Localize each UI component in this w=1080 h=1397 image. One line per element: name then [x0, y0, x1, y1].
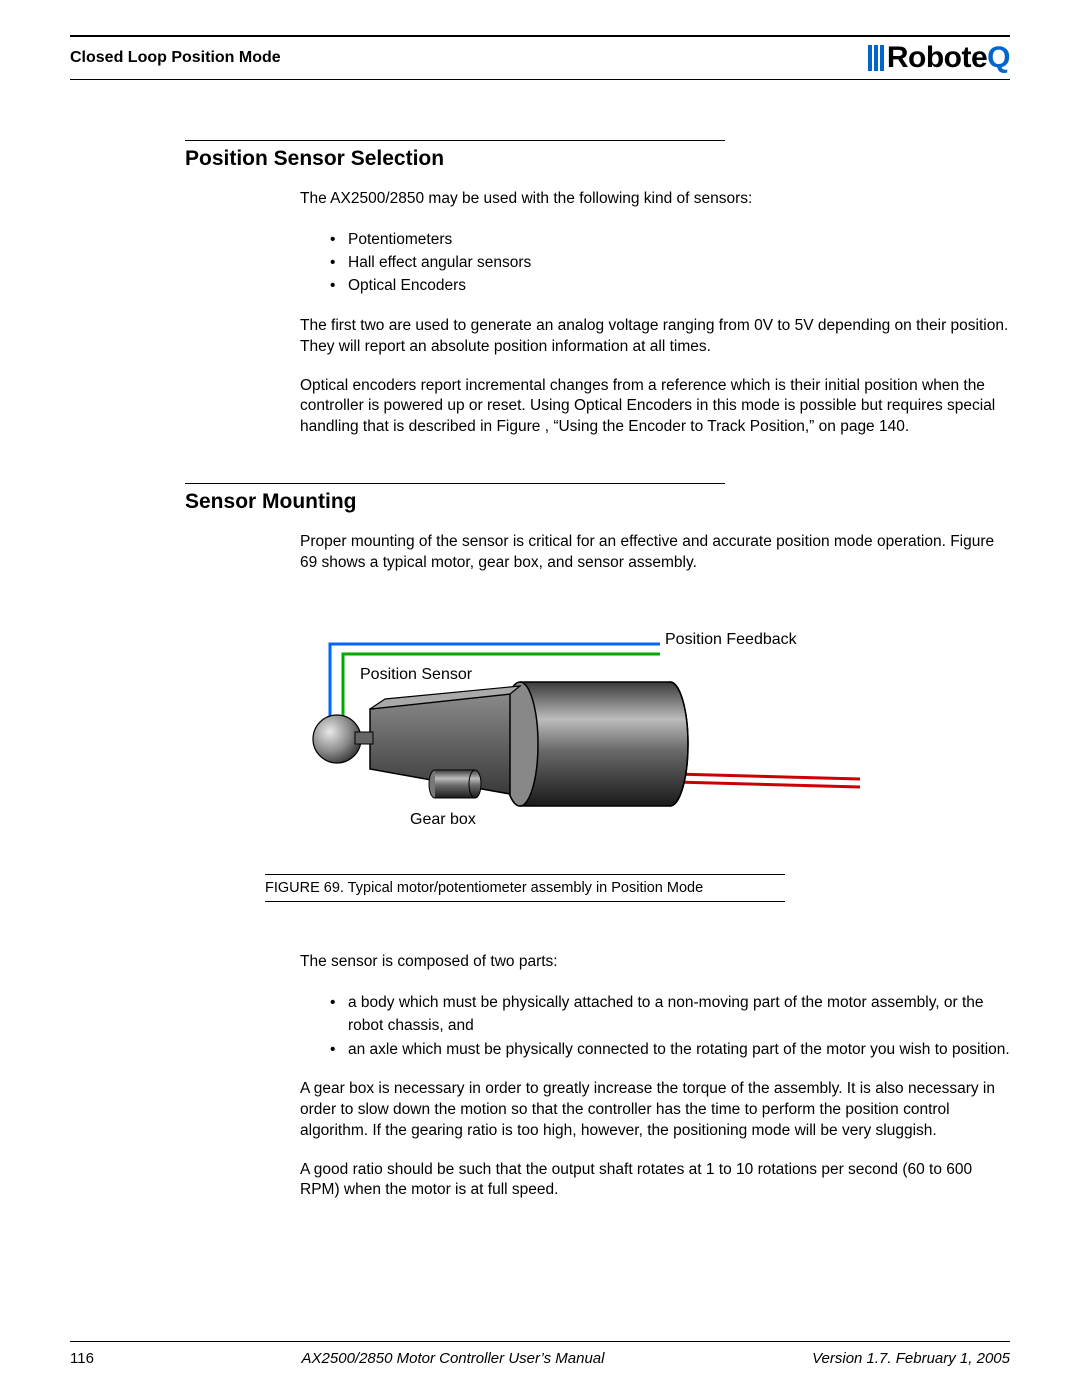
figure-caption: FIGURE 69. Typical motor/potentiometer a… [265, 875, 1010, 901]
page-footer: 116 AX2500/2850 Motor Controller User’s … [70, 1341, 1010, 1367]
label-gearbox-text: Gear box [410, 811, 476, 828]
label-feedback-text: Position Feedback [665, 631, 798, 648]
wire-red-top [675, 774, 860, 779]
logo-suffix: Q [987, 41, 1010, 74]
list-item: a body which must be physically attached… [330, 991, 1010, 1038]
top-rule [70, 35, 1010, 37]
manual-title: AX2500/2850 Motor Controller User’s Manu… [302, 1350, 605, 1367]
version-date: Version 1.7. February 1, 2005 [812, 1350, 1010, 1367]
list-item: an axle which must be physically connect… [330, 1038, 1010, 1061]
body-paragraph: The sensor is composed of two parts: [300, 952, 1010, 973]
page-number: 116 [70, 1350, 94, 1367]
footer-row: 116 AX2500/2850 Motor Controller User’s … [70, 1350, 1010, 1367]
logo-text: RoboteQ [887, 41, 1010, 75]
list-item: Potentiometers [330, 228, 1010, 251]
page-header: Closed Loop Position Mode RoboteQ [70, 41, 1010, 80]
list-item: Optical Encoders [330, 274, 1010, 297]
motor-assembly-svg: Position Feedback Position Sensor Gear b… [300, 624, 860, 844]
document-page: Closed Loop Position Mode RoboteQ Positi… [0, 0, 1080, 1397]
content-area: Position Sensor Selection The AX2500/285… [185, 140, 1010, 1201]
wire-red-bot [675, 782, 860, 787]
section-title-selection: Position Sensor Selection [185, 140, 725, 171]
body-paragraph: A gear box is necessary in order to grea… [300, 1079, 1010, 1142]
section-title-mounting: Sensor Mounting [185, 483, 725, 514]
caption-rule-bot [265, 901, 785, 902]
chapter-title: Closed Loop Position Mode [70, 49, 281, 67]
figure-diagram: Position Feedback Position Sensor Gear b… [300, 624, 860, 844]
body-paragraph: Proper mounting of the sensor is critica… [300, 532, 1010, 574]
logo-bars-icon [868, 45, 884, 71]
sensor-types-list: Potentiometers Hall effect angular senso… [330, 228, 1010, 298]
label-sensor-text: Position Sensor [360, 666, 473, 683]
sensor-ball [313, 715, 361, 763]
brand-logo: RoboteQ [868, 41, 1010, 75]
body-paragraph: The AX2500/2850 may be used with the fol… [300, 189, 1010, 210]
list-item: Hall effect angular sensors [330, 251, 1010, 274]
body-paragraph: The first two are used to generate an an… [300, 316, 1010, 358]
sensor-parts-list: a body which must be physically attached… [330, 991, 1010, 1061]
logo-prefix: Robote [887, 41, 987, 74]
body-paragraph: Optical encoders report incremental chan… [300, 376, 1010, 439]
body-paragraph: A good ratio should be such that the out… [300, 1160, 1010, 1202]
footer-rule [70, 1341, 1010, 1342]
